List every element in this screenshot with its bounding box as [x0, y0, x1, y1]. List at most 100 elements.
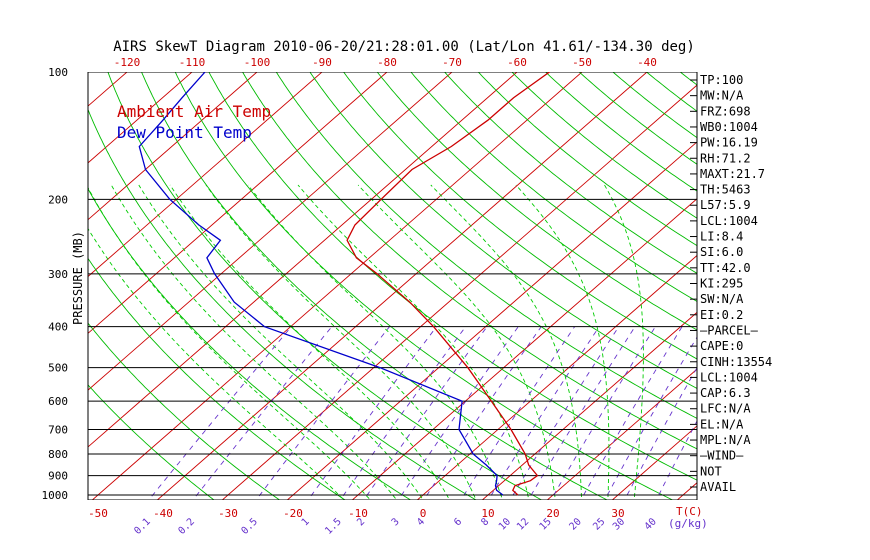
isotherm-line [803, 63, 870, 504]
mixing-ratio-tick-label: 10 [497, 516, 513, 532]
moist-adiabat-line [110, 184, 398, 500]
mixing-ratio-line [423, 326, 542, 500]
mixing-ratio-line [192, 326, 333, 500]
mixing-ratio-tick-label: 1.5 [323, 516, 344, 537]
index-value: —PARCEL— [700, 323, 759, 337]
dry-adiabat-line [309, 72, 697, 389]
mixing-ratio-tick-label: 1 [300, 516, 312, 528]
mixing-ratio-line [604, 336, 697, 500]
pressure-tick-label: 600 [48, 395, 68, 408]
isotherm-line [351, 198, 697, 500]
pressure-tick-label: 1000 [42, 489, 69, 502]
mixing-ratio-line [655, 420, 697, 500]
index-value: EL:N/A [700, 417, 744, 431]
dry-adiabat-line [88, 322, 281, 500]
index-value: RH:71.2 [700, 151, 751, 165]
index-value: MAXT:21.7 [700, 167, 765, 181]
moist-adiabat-line [138, 184, 424, 500]
index-value: LFC:N/A [700, 402, 751, 416]
moist-adiabat-line [169, 184, 451, 500]
pressure-tick-label: 900 [48, 470, 68, 483]
isotherm-line [221, 84, 697, 500]
top-temp-tick-label: -80 [377, 56, 397, 69]
pressure-tick-label: 700 [48, 423, 68, 436]
index-value: EI:0.2 [700, 308, 743, 322]
mixing-ratio-unit-label: (g/kg) [668, 517, 708, 530]
index-value: FRZ:698 [700, 104, 751, 118]
index-value: WB0:1004 [700, 120, 758, 134]
dry-adiabat-line [141, 72, 608, 500]
mixing-ratio-tick-label: 12 [515, 516, 531, 532]
mixing-ratio-tick-label: 40 [643, 516, 659, 532]
dry-adiabat-line [174, 72, 674, 500]
dry-adiabat-line [477, 72, 697, 247]
dry-adiabat-line [88, 108, 477, 500]
isotherm-line [481, 311, 697, 500]
chart-title: AIRS SkewT Diagram 2010-06-20/21:28:01.0… [113, 39, 695, 55]
mixing-ratio-tick-label: 0.1 [132, 516, 153, 537]
top-temp-tick-label: -90 [312, 56, 332, 69]
bottom-temp-tick-label: 10 [481, 507, 494, 520]
index-value: SW:N/A [700, 292, 744, 306]
bottom-temp-tick-label: -50 [88, 507, 108, 520]
dry-adiabat-line [511, 72, 697, 219]
mixing-ratio-line [580, 326, 683, 500]
isotherm-line [156, 72, 648, 500]
dry-adiabat-line [343, 72, 697, 360]
mixing-ratio-line [307, 326, 437, 500]
dry-adiabat-line [801, 63, 870, 504]
bottom-temp-tick-label: -20 [283, 507, 303, 520]
top-temp-tick-label: -70 [442, 56, 462, 69]
mixing-ratio-line [339, 326, 467, 500]
moist-adiabat-line [297, 184, 530, 500]
mixing-ratio-line [487, 326, 600, 500]
bottom-temp-tick-label: 30 [611, 507, 624, 520]
legend-entry-ambient-air-temp: Ambient Air Temp [117, 102, 271, 121]
index-value: MPL:N/A [700, 433, 751, 447]
legend: Ambient Air Temp Dew Point Temp [117, 102, 271, 142]
pressure-tick-label: 200 [48, 193, 68, 206]
mixing-ratio-tick-label: 0.2 [176, 516, 197, 537]
pressure-axis: 100 200 300 400 500 600 700 800 900 1000 [42, 66, 69, 502]
dew-point-temp-line [138, 72, 504, 496]
top-temp-tick-label: -100 [244, 56, 271, 69]
bottom-temp-tick-label: -10 [348, 507, 368, 520]
dry-adiabat-line [376, 72, 697, 331]
mixing-ratio-tick-label: 0.5 [239, 516, 260, 537]
top-temp-tick-label: -50 [572, 56, 592, 69]
dry-adiabat-line [88, 384, 215, 500]
index-value: LCL:1004 [700, 370, 758, 384]
isobar-lines [88, 72, 697, 500]
y-axis-label: PRESSURE (MB) [71, 231, 85, 325]
dry-adiabat-line [544, 72, 697, 192]
pressure-tick-label: 300 [48, 268, 68, 281]
ambient-air-temp-line [346, 72, 550, 496]
dry-adiabat-line [107, 72, 543, 500]
index-value: MW:N/A [700, 89, 744, 103]
pressure-tick-label: 500 [48, 362, 68, 375]
isotherm-line [416, 254, 697, 500]
bottom-temp-tick-label: -30 [218, 507, 238, 520]
mixing-ratio-axis: 0.1 0.2 0.5 1 1.5 2 3 4 6 8 10 12 15 20 25 30 40 [132, 516, 659, 537]
moist-adiabat-line [88, 227, 345, 500]
index-value: TP:100 [700, 73, 743, 87]
index-value: —WIND— [700, 449, 744, 463]
mixing-ratio-line [397, 326, 519, 500]
top-temp-tick-label: -40 [637, 56, 657, 69]
dry-adiabat-line [768, 63, 870, 504]
moist-adiabat-line [430, 184, 583, 500]
dry-adiabat-line [679, 72, 697, 86]
sounding-profiles [138, 72, 550, 496]
dry-adiabat-line [834, 63, 870, 504]
mixing-ratio-line [148, 326, 292, 500]
dry-adiabat-line [410, 72, 697, 303]
mixing-ratio-line [460, 326, 575, 500]
index-value: AVAIL [700, 480, 736, 494]
mixing-ratio-line [527, 326, 636, 500]
mixing-ratio-tick-label: 20 [568, 516, 584, 532]
pressure-tick-label: 400 [48, 321, 68, 334]
top-temp-tick-label: -60 [507, 56, 527, 69]
dry-adiabat-line [578, 72, 697, 165]
